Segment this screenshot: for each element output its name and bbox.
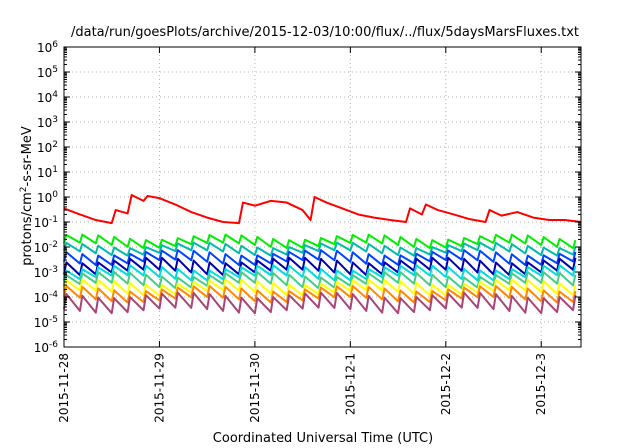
y-tick-label-base: 10 — [34, 341, 49, 355]
y-tick-label-exp: -6 — [49, 340, 58, 350]
y-tick-label: 10-2 — [34, 240, 58, 255]
y-tick-label: 105 — [37, 65, 58, 80]
y-tick-label-exp: -3 — [49, 265, 58, 275]
y-tick-label-exp: -5 — [49, 315, 58, 325]
x-tick-label: 2015-11-29 — [152, 353, 166, 423]
series-lines — [63, 194, 582, 315]
y-axis-ticks: 10-610-510-410-310-210-11001011021031041… — [34, 40, 581, 355]
series-line — [63, 285, 577, 304]
x-axis-ticks: 2015-11-28 2015-11-29 2015-11-30 2015-12-1 2… — [57, 47, 548, 423]
y-tick-label: 102 — [37, 140, 58, 155]
y-tick-label-base: 10 — [37, 41, 52, 55]
y-tick-label-base: 10 — [34, 241, 49, 255]
y-axis-label-prefix: protons/cm — [20, 192, 35, 266]
y-tick-label-exp: -1 — [49, 215, 58, 225]
series-line — [63, 241, 577, 257]
y-tick-label: 101 — [37, 165, 58, 180]
y-tick-label-base: 10 — [34, 291, 49, 305]
y-tick-label-exp: 3 — [52, 115, 58, 125]
y-tick-label: 10-6 — [34, 340, 59, 355]
x-tick-label: 2015-12-1 — [343, 353, 357, 415]
chart-title: /data/run/goesPlots/archive/2015-12-03/1… — [71, 25, 579, 40]
y-tick-label-exp: -2 — [49, 240, 58, 250]
y-tick-label: 10-3 — [34, 265, 58, 280]
y-tick-label: 10-4 — [34, 290, 59, 305]
series-line — [63, 249, 577, 267]
y-tick-label: 10-5 — [34, 315, 58, 330]
series-line — [63, 256, 577, 277]
x-tick-label: 2015-11-28 — [57, 353, 71, 423]
x-axis-label: Coordinated Universal Time (UTC) — [213, 431, 433, 446]
series-line — [63, 291, 577, 315]
y-tick-label-base: 10 — [37, 116, 52, 130]
y-tick-label-exp: 0 — [52, 190, 58, 200]
y-tick-label: 106 — [37, 40, 58, 55]
y-tick-label: 103 — [37, 115, 58, 130]
x-tick-label: 2015-12-2 — [439, 353, 453, 415]
y-tick-label-exp: 5 — [52, 65, 58, 75]
series-line — [63, 264, 577, 282]
y-tick-label-base: 10 — [37, 66, 52, 80]
y-tick-label: 10-1 — [34, 215, 58, 230]
y-axis-label-sup: 2 — [19, 186, 29, 192]
y-tick-label-base: 10 — [37, 141, 52, 155]
y-tick-label-exp: 4 — [52, 90, 58, 100]
y-tick-label-exp: 2 — [52, 140, 58, 150]
series-line — [63, 271, 577, 290]
y-tick-label: 100 — [37, 190, 58, 205]
x-tick-label: 2015-12-3 — [534, 353, 548, 415]
series-line — [63, 233, 577, 250]
y-tick-label-base: 10 — [37, 166, 52, 180]
y-axis-label: protons/cm2-s-sr-MeV — [19, 126, 35, 266]
x-tick-label: 2015-11-30 — [248, 353, 262, 423]
y-tick-label-base: 10 — [37, 91, 52, 105]
y-tick-label-exp: 6 — [52, 40, 58, 50]
series-line — [63, 194, 582, 225]
y-tick-label-exp: -4 — [49, 290, 58, 300]
y-tick-label-exp: 1 — [52, 165, 58, 175]
y-tick-label-base: 10 — [37, 191, 52, 205]
y-tick-label-base: 10 — [34, 216, 49, 230]
y-axis-label-suffix: -s-sr-MeV — [20, 126, 35, 186]
y-tick-label-base: 10 — [34, 316, 49, 330]
y-tick-label: 104 — [37, 90, 58, 105]
y-tick-label-base: 10 — [34, 266, 49, 280]
